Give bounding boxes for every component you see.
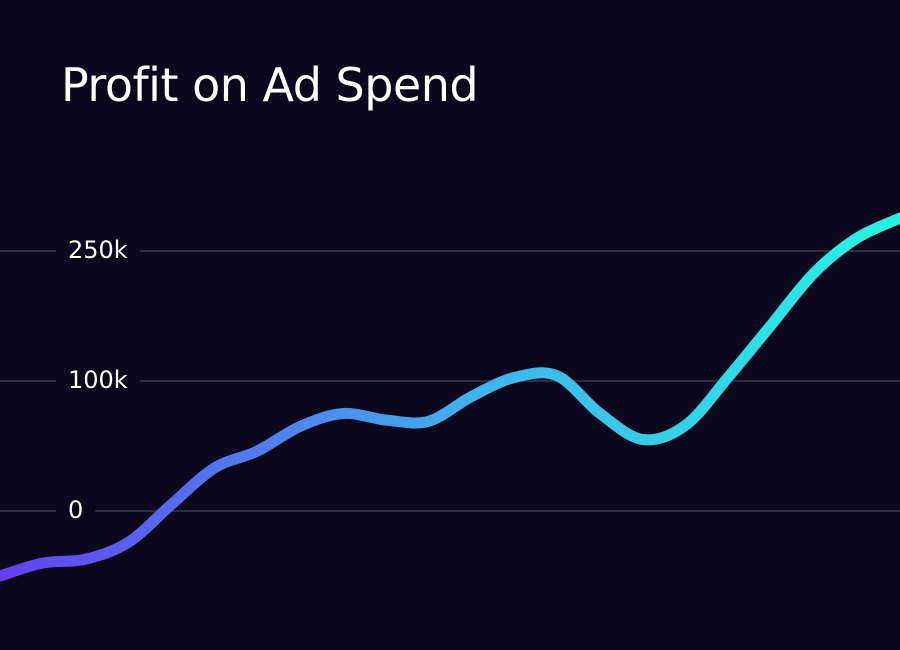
y-tick-label: 250k bbox=[68, 236, 128, 264]
tick-label-backdrop bbox=[56, 507, 96, 515]
tick-label-backdrop bbox=[56, 377, 140, 385]
tick-label-backdrop bbox=[56, 247, 140, 255]
y-tick-label: 0 bbox=[68, 496, 83, 524]
series-line bbox=[0, 212, 900, 582]
chart-title: Profit on Ad Spend bbox=[61, 58, 479, 112]
series-line-group bbox=[0, 212, 900, 582]
grid-lines: 0 100k 250k bbox=[0, 236, 900, 524]
y-tick-label: 100k bbox=[68, 366, 128, 394]
